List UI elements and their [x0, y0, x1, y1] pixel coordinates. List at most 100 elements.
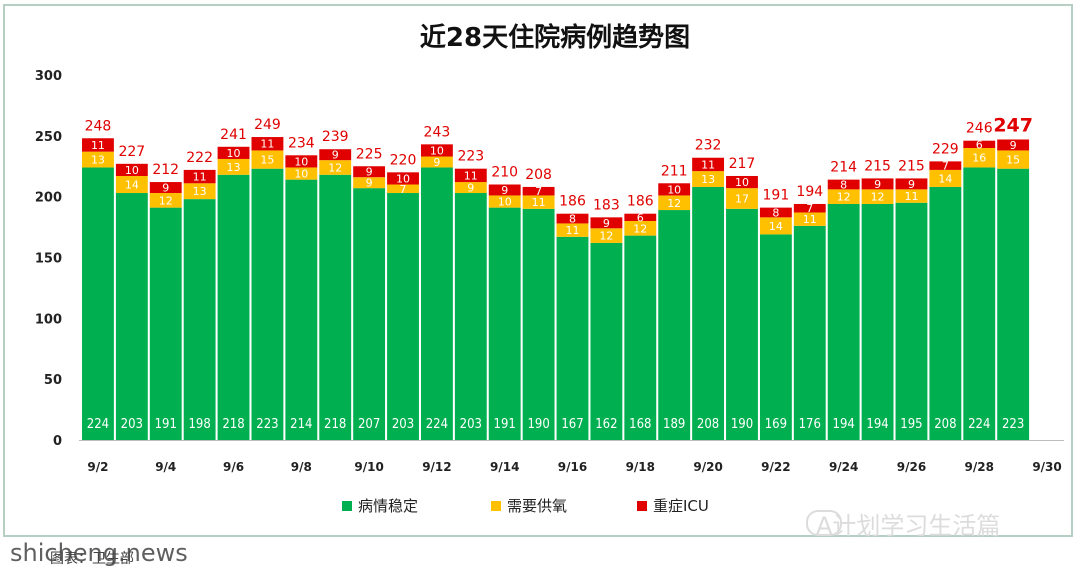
bar-segment [285, 155, 318, 168]
data-label-icu: 9 [603, 217, 610, 230]
data-label-oxygen: 14 [938, 172, 952, 185]
bar-segment [183, 199, 216, 440]
x-tick-label: 9/4 [155, 460, 176, 474]
bar-segment [115, 175, 148, 194]
bar-segment [454, 182, 487, 194]
data-label-oxygen: 13 [91, 154, 105, 167]
data-label-stable: 190 [527, 417, 549, 432]
bar-segment [759, 207, 792, 218]
data-label-icu: 6 [637, 211, 644, 224]
bar-segment [827, 189, 860, 204]
bar-segment [759, 234, 792, 440]
data-label-total: 223 [457, 149, 484, 165]
data-label-total: 214 [830, 160, 857, 176]
bar-segment [522, 186, 555, 196]
data-label-icu: 10 [227, 147, 241, 160]
data-label-stable: 218 [324, 417, 346, 432]
data-label-oxygen: 12 [599, 230, 613, 243]
bar-segment [895, 178, 928, 190]
x-tick-label: 9/2 [87, 460, 108, 474]
bar-segment [522, 208, 555, 440]
data-label-total: 186 [627, 194, 654, 210]
data-label-icu: 10 [667, 183, 681, 196]
bar-segment [726, 208, 758, 440]
bar-segment [387, 172, 419, 185]
bar-segment [624, 213, 657, 221]
bar-segment [997, 150, 1030, 169]
data-label-total: 227 [118, 144, 145, 160]
data-label-stable: 203 [460, 417, 482, 432]
legend-label: 需要供氧 [507, 497, 567, 515]
bar-segment [692, 171, 725, 187]
data-label-stable: 223 [256, 417, 278, 432]
bar-segment [861, 178, 894, 190]
data-label-total: 246 [966, 121, 993, 137]
data-label-oxygen: 14 [125, 179, 139, 192]
x-tick-label: 9/18 [626, 460, 655, 474]
data-label-total: 243 [424, 124, 451, 140]
y-tick-label: 50 [44, 373, 62, 388]
data-label-total: 186 [559, 194, 586, 210]
data-label-oxygen: 12 [871, 191, 885, 204]
data-label-icu: 8 [569, 213, 576, 226]
data-label-stable: 203 [392, 417, 414, 432]
data-label-total: 229 [932, 141, 959, 157]
data-label-stable: 207 [358, 417, 380, 432]
bar-segment [82, 151, 114, 168]
data-label-icu: 7 [806, 202, 813, 215]
bar-segment [692, 186, 725, 440]
data-label-stable: 169 [765, 417, 787, 432]
data-label-icu: 10 [735, 176, 749, 189]
data-label-oxygen: 13 [193, 185, 207, 198]
bar-segment [251, 137, 284, 151]
data-label-total: 210 [491, 165, 518, 181]
x-tick-label: 9/12 [422, 460, 451, 474]
bar-segment [895, 202, 928, 440]
y-tick-label: 300 [35, 69, 62, 84]
data-label-oxygen: 13 [701, 173, 715, 186]
data-label-oxygen: 10 [498, 196, 512, 209]
data-label-oxygen: 11 [904, 190, 918, 203]
data-label-total: 239 [322, 129, 349, 145]
data-label-icu: 11 [193, 171, 207, 184]
site-logo: shicheng.news [10, 539, 188, 567]
data-label-total: 225 [356, 146, 383, 162]
bar-segment [217, 158, 250, 175]
bar-segment [997, 139, 1030, 151]
wechat-icon [806, 510, 842, 536]
bar-segment [387, 193, 419, 440]
data-label-total: 215 [864, 158, 891, 174]
data-label-icu: 10 [294, 155, 308, 168]
bar-segment [590, 242, 623, 440]
data-label-icu: 11 [464, 169, 478, 182]
data-label-total: 208 [525, 167, 552, 183]
data-label-icu: 10 [125, 164, 139, 177]
data-label-stable: 208 [697, 417, 719, 432]
data-label-oxygen: 12 [633, 222, 647, 235]
data-label-icu: 9 [1010, 139, 1017, 152]
data-label-oxygen: 11 [532, 196, 546, 209]
bar-segment [183, 183, 216, 200]
data-label-total: 211 [661, 163, 688, 179]
bar-segment [285, 167, 318, 180]
bar-segment [861, 203, 894, 440]
bar-segment [590, 217, 623, 229]
bar-segment [115, 193, 148, 440]
bar-segment [624, 221, 657, 236]
x-tick-label: 9/6 [223, 460, 244, 474]
bar-segment [353, 177, 386, 189]
data-label-total: 248 [85, 118, 112, 134]
data-label-oxygen: 7 [400, 183, 407, 196]
bar-segment [183, 169, 216, 184]
bar-segment [82, 167, 114, 440]
bar-segment [251, 150, 284, 169]
data-label-oxygen: 15 [260, 154, 274, 167]
bar-segment [861, 189, 894, 204]
bar-segment [556, 223, 589, 237]
data-label-stable: 176 [799, 417, 821, 432]
data-label-icu: 10 [396, 172, 410, 185]
x-tick-label: 9/26 [897, 460, 926, 474]
data-label-total: 249 [254, 117, 281, 133]
data-label-stable: 214 [290, 417, 312, 432]
bar-segment [420, 144, 453, 157]
